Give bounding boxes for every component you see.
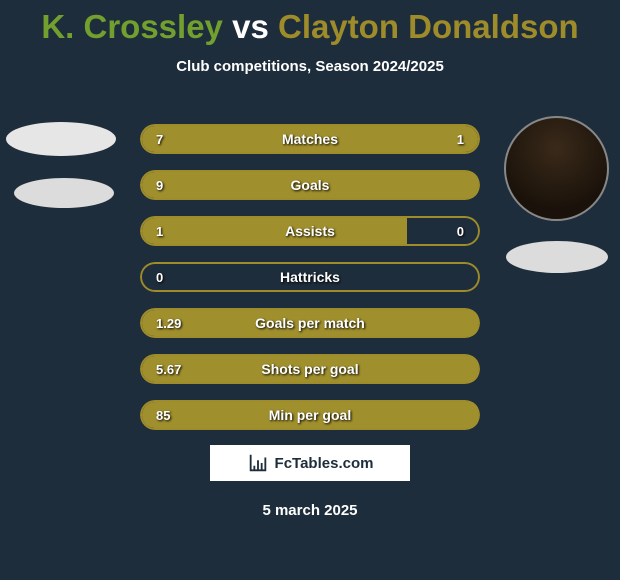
title-vs: vs <box>232 8 269 45</box>
stat-row-assists: 1 Assists 0 <box>140 216 480 246</box>
date-label: 5 march 2025 <box>0 502 620 519</box>
stat-label: Goals per match <box>142 315 478 331</box>
stat-label: Hattricks <box>142 269 478 285</box>
stat-right-value: 0 <box>457 224 464 239</box>
player2-avatar <box>504 116 609 221</box>
player1-avatar-placeholder-1 <box>6 122 116 156</box>
player2-avatar-placeholder <box>506 241 608 273</box>
subtitle: Club competitions, Season 2024/2025 <box>0 58 620 75</box>
player1-avatar-placeholder-2 <box>14 178 114 208</box>
stat-row-min-per-goal: 85 Min per goal <box>140 400 480 430</box>
fctables-logo-link[interactable]: FcTables.com <box>210 445 410 481</box>
stat-right-value: 1 <box>457 132 464 147</box>
stat-label: Min per goal <box>142 407 478 423</box>
title-player1: K. Crossley <box>41 8 223 45</box>
stat-label: Shots per goal <box>142 361 478 377</box>
stat-label: Goals <box>142 177 478 193</box>
logo-text: FcTables.com <box>275 455 374 472</box>
stat-row-goals: 9 Goals <box>140 170 480 200</box>
stat-row-matches: 7 Matches 1 <box>140 124 480 154</box>
stat-row-shots-per-goal: 5.67 Shots per goal <box>140 354 480 384</box>
comparison-title: K. Crossley vs Clayton Donaldson <box>0 0 620 46</box>
stat-row-hattricks: 0 Hattricks <box>140 262 480 292</box>
stat-label: Assists <box>142 223 478 239</box>
stat-row-goals-per-match: 1.29 Goals per match <box>140 308 480 338</box>
stat-bars: 7 Matches 1 9 Goals 1 Assists 0 0 Hattri… <box>140 124 480 446</box>
stat-label: Matches <box>142 131 478 147</box>
chart-icon <box>247 452 269 474</box>
player1-avatars <box>6 116 116 208</box>
player2-avatars <box>504 116 614 273</box>
title-player2: Clayton Donaldson <box>278 8 579 45</box>
